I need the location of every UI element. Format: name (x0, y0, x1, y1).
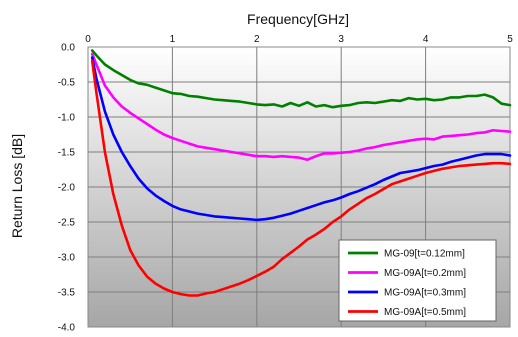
series-line-4 (90, 59, 512, 297)
x-tick-label: 1 (170, 34, 176, 45)
y-ticks: 0.0 -0.5 -1.0 -1.5 -2.0 -2.5 -3.0 -3.5 -4.0 (58, 43, 76, 334)
y-tick-label: -1.5 (58, 148, 76, 159)
series-line-2 (90, 52, 512, 161)
y-tick-label: -0.5 (58, 78, 76, 89)
series-group (90, 49, 512, 297)
series-line-1 (90, 49, 512, 109)
x-ticks: 0 1 2 3 4 5 (85, 34, 513, 45)
y-tick-label: -4.0 (58, 323, 76, 334)
y-tick-label: -2.0 (58, 183, 76, 194)
legend-label: MG-09[t=0.12mm] (384, 249, 465, 260)
y-tick-label: -3.5 (58, 288, 76, 299)
x-tick-label: 4 (423, 34, 429, 45)
x-axis-title: Frequency[GHz] (247, 11, 349, 27)
legend: MG-09[t=0.12mm] MG-09A[t=0.2mm] MG-09A[t=0… (338, 239, 497, 322)
y-tick-label: -1.0 (58, 113, 76, 124)
x-tick-label: 3 (338, 34, 344, 45)
y-tick-label: -2.5 (58, 218, 76, 229)
x-tick-label: 0 (85, 34, 91, 45)
legend-label: MG-09A[t=0.5mm] (384, 307, 466, 318)
series-line-3 (90, 56, 512, 222)
x-tick-label: 5 (507, 34, 513, 45)
legend-label: MG-09A[t=0.2mm] (384, 268, 466, 279)
legend-label: MG-09A[t=0.3mm] (384, 288, 466, 299)
y-tick-label: -3.0 (58, 253, 76, 264)
y-axis-title: Return Loss [dB] (9, 134, 25, 238)
y-tick-label: 0.0 (61, 43, 75, 54)
x-tick-label: 2 (254, 34, 260, 45)
